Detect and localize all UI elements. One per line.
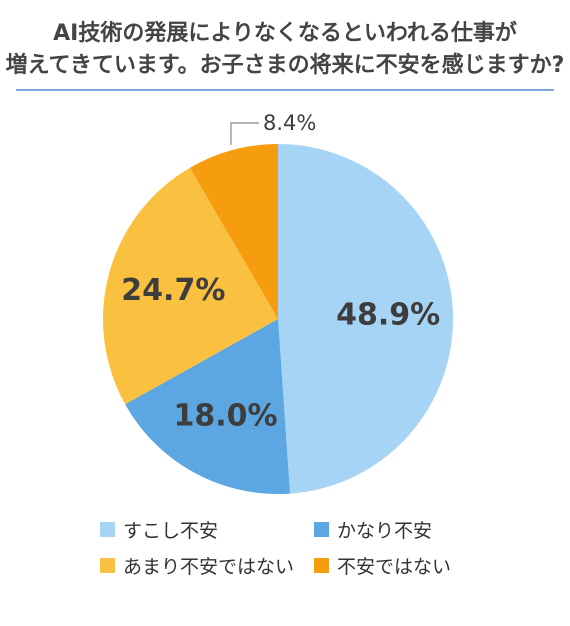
chart-title-line-1: AI技術の発展によりなくなるといわれる仕事が <box>53 21 517 46</box>
chart-legend: すこし不安 かなり不安 あまり不安ではない 不安ではない <box>0 508 570 608</box>
pie-chart: 48.9% 18.0% 24.7% 8.4% <box>102 111 453 494</box>
legend-label: かなり不安 <box>337 520 433 542</box>
legend-label: あまり不安ではない <box>123 556 295 578</box>
slice-fuan-dewanai <box>189 144 278 319</box>
legend-swatch <box>314 522 329 537</box>
legend-label: 不安ではない <box>337 556 452 578</box>
slice-amari-fuan-dewanai <box>102 167 278 405</box>
legend-item-kanari-fuan: かなり不安 <box>314 516 432 543</box>
legend-swatch <box>100 558 115 573</box>
leader-line <box>230 122 259 145</box>
legend-swatch <box>314 558 329 573</box>
slice-kanari-fuan <box>125 319 291 494</box>
legend-item-sukoshi-fuan: すこし不安 <box>100 516 218 543</box>
slice-sukoshi-fuan <box>278 144 453 494</box>
data-label-kanari-fuan: 18.0% <box>173 398 277 433</box>
legend-swatch <box>100 522 115 537</box>
legend-item-amari-fuan-dewanai: あまり不安ではない <box>100 552 294 579</box>
title-divider <box>16 89 554 91</box>
data-label-fuan-dewanai: 8.4% <box>263 111 316 135</box>
chart-title-line-2: 増えてきています。お子さまの将来に不安を感じますか? <box>5 53 565 78</box>
legend-item-fuan-dewanai: 不安ではない <box>314 552 451 579</box>
chart-title: AI技術の発展によりなくなるといわれる仕事が 増えてきています。お子さまの将来に… <box>0 18 570 82</box>
legend-label: すこし不安 <box>123 520 219 542</box>
data-label-sukoshi-fuan: 48.9% <box>336 298 440 333</box>
data-label-amari-fuan-dewanai: 24.7% <box>121 273 225 308</box>
